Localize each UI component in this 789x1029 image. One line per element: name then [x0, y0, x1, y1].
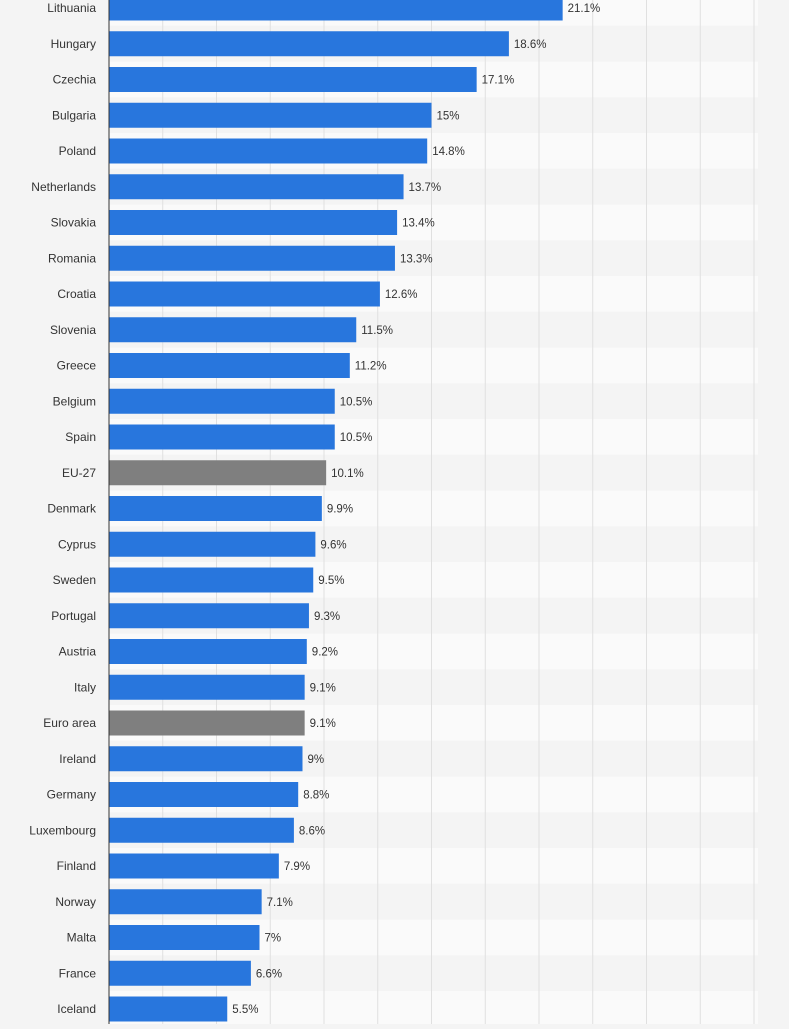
bar-slovenia[interactable]: [109, 317, 357, 343]
category-label: Italy: [74, 680, 96, 694]
bar-croatia[interactable]: [109, 281, 380, 307]
value-label: 15%: [437, 110, 460, 122]
category-label: France: [59, 966, 97, 980]
category-label: Norway: [55, 895, 96, 909]
value-label: 11.2%: [355, 361, 387, 373]
bar-czechia[interactable]: [109, 67, 477, 92]
category-label: Denmark: [47, 502, 97, 516]
category-label: Cyprus: [58, 537, 96, 551]
category-label: Poland: [59, 144, 96, 158]
value-label: 10.1%: [331, 468, 364, 480]
value-label: 9.5%: [318, 575, 344, 587]
value-label: 7%: [265, 933, 282, 945]
value-label: 13.3%: [400, 253, 433, 265]
bar-denmark[interactable]: [109, 496, 322, 521]
bar-germany[interactable]: [109, 782, 299, 807]
bar-portugal[interactable]: [109, 603, 309, 629]
category-label: Austria: [59, 645, 97, 659]
bar-belgium[interactable]: [109, 388, 335, 414]
bar-cyprus[interactable]: [109, 531, 316, 557]
value-label: 7.1%: [267, 897, 293, 909]
category-label: Portugal: [51, 609, 96, 623]
category-label: Luxembourg: [29, 823, 96, 837]
bar-hungary[interactable]: [109, 31, 509, 57]
value-label: 21.1%: [568, 3, 601, 15]
value-label: 9.1%: [310, 718, 336, 730]
category-label: Belgium: [53, 394, 96, 408]
value-label: 13.4%: [402, 218, 435, 230]
value-label: 18.6%: [514, 39, 547, 51]
bar-luxembourg[interactable]: [109, 817, 294, 843]
category-label: Croatia: [57, 287, 96, 301]
category-label: Sweden: [53, 573, 96, 587]
bar-lithuania[interactable]: [109, 0, 563, 21]
bar-greece[interactable]: [109, 353, 350, 378]
value-label: 10.5%: [340, 432, 373, 444]
category-label: Bulgaria: [52, 108, 96, 122]
category-label: Slovenia: [50, 323, 96, 337]
category-label: Spain: [65, 430, 96, 444]
value-label: 9.2%: [312, 647, 338, 659]
value-label: 9.6%: [320, 539, 346, 551]
bar-sweden[interactable]: [109, 567, 314, 593]
category-label: Netherlands: [31, 180, 96, 194]
category-label: Czechia: [53, 73, 97, 87]
value-label: 11.5%: [361, 325, 393, 337]
value-label: 9.9%: [327, 504, 353, 516]
category-label: Lithuania: [47, 1, 96, 15]
category-label: Germany: [47, 788, 96, 802]
category-label: Euro area: [43, 716, 96, 730]
bar-finland[interactable]: [109, 853, 279, 879]
bar-slovakia[interactable]: [109, 210, 398, 235]
value-label: 7.9%: [284, 861, 310, 873]
value-label: 10.5%: [340, 396, 373, 408]
bar-iceland[interactable]: [109, 996, 228, 1022]
category-label: Ireland: [59, 752, 96, 766]
bar-spain[interactable]: [109, 424, 335, 450]
bar-austria[interactable]: [109, 639, 307, 664]
value-label: 8.8%: [303, 790, 329, 802]
value-label: 9%: [308, 754, 325, 766]
category-labels: Lithuania Hungary Czechia Bulgaria Poland Net…: [29, 1, 97, 1016]
bar-france[interactable]: [109, 960, 251, 986]
bar-ireland[interactable]: [109, 746, 303, 772]
value-label: 9.3%: [314, 611, 340, 623]
category-label: Romania: [48, 251, 96, 265]
bar-malta[interactable]: [109, 925, 260, 950]
value-labels: 21.1% 18.6% 17.1% 15% 14.8% 13.7% 13.4% 13.3% 12…: [232, 3, 600, 1016]
category-label: Iceland: [57, 1002, 96, 1016]
category-label: Slovakia: [51, 216, 97, 230]
category-label: Malta: [67, 931, 97, 945]
bar-eu-27[interactable]: [109, 460, 327, 486]
bar-poland[interactable]: [109, 138, 428, 164]
value-label: 17.1%: [482, 75, 515, 87]
category-label: Finland: [57, 859, 96, 873]
value-label: 14.8%: [432, 146, 465, 158]
value-label: 9.1%: [310, 682, 336, 694]
bar-euro-area[interactable]: [109, 710, 305, 736]
value-label: 6.6%: [256, 968, 282, 980]
bar-netherlands[interactable]: [109, 174, 404, 200]
value-label: 8.6%: [299, 825, 325, 837]
bar-italy[interactable]: [109, 674, 305, 700]
category-label: EU-27: [62, 466, 96, 480]
bars: [109, 0, 563, 1022]
bar-bulgaria[interactable]: [109, 102, 432, 128]
bar-norway[interactable]: [109, 889, 262, 915]
value-label: 13.7%: [409, 182, 442, 194]
category-label: Hungary: [51, 37, 96, 51]
value-label: 12.6%: [385, 289, 418, 301]
category-label: Greece: [57, 359, 97, 373]
value-label: 5.5%: [232, 1004, 258, 1016]
bar-romania[interactable]: [109, 245, 395, 271]
